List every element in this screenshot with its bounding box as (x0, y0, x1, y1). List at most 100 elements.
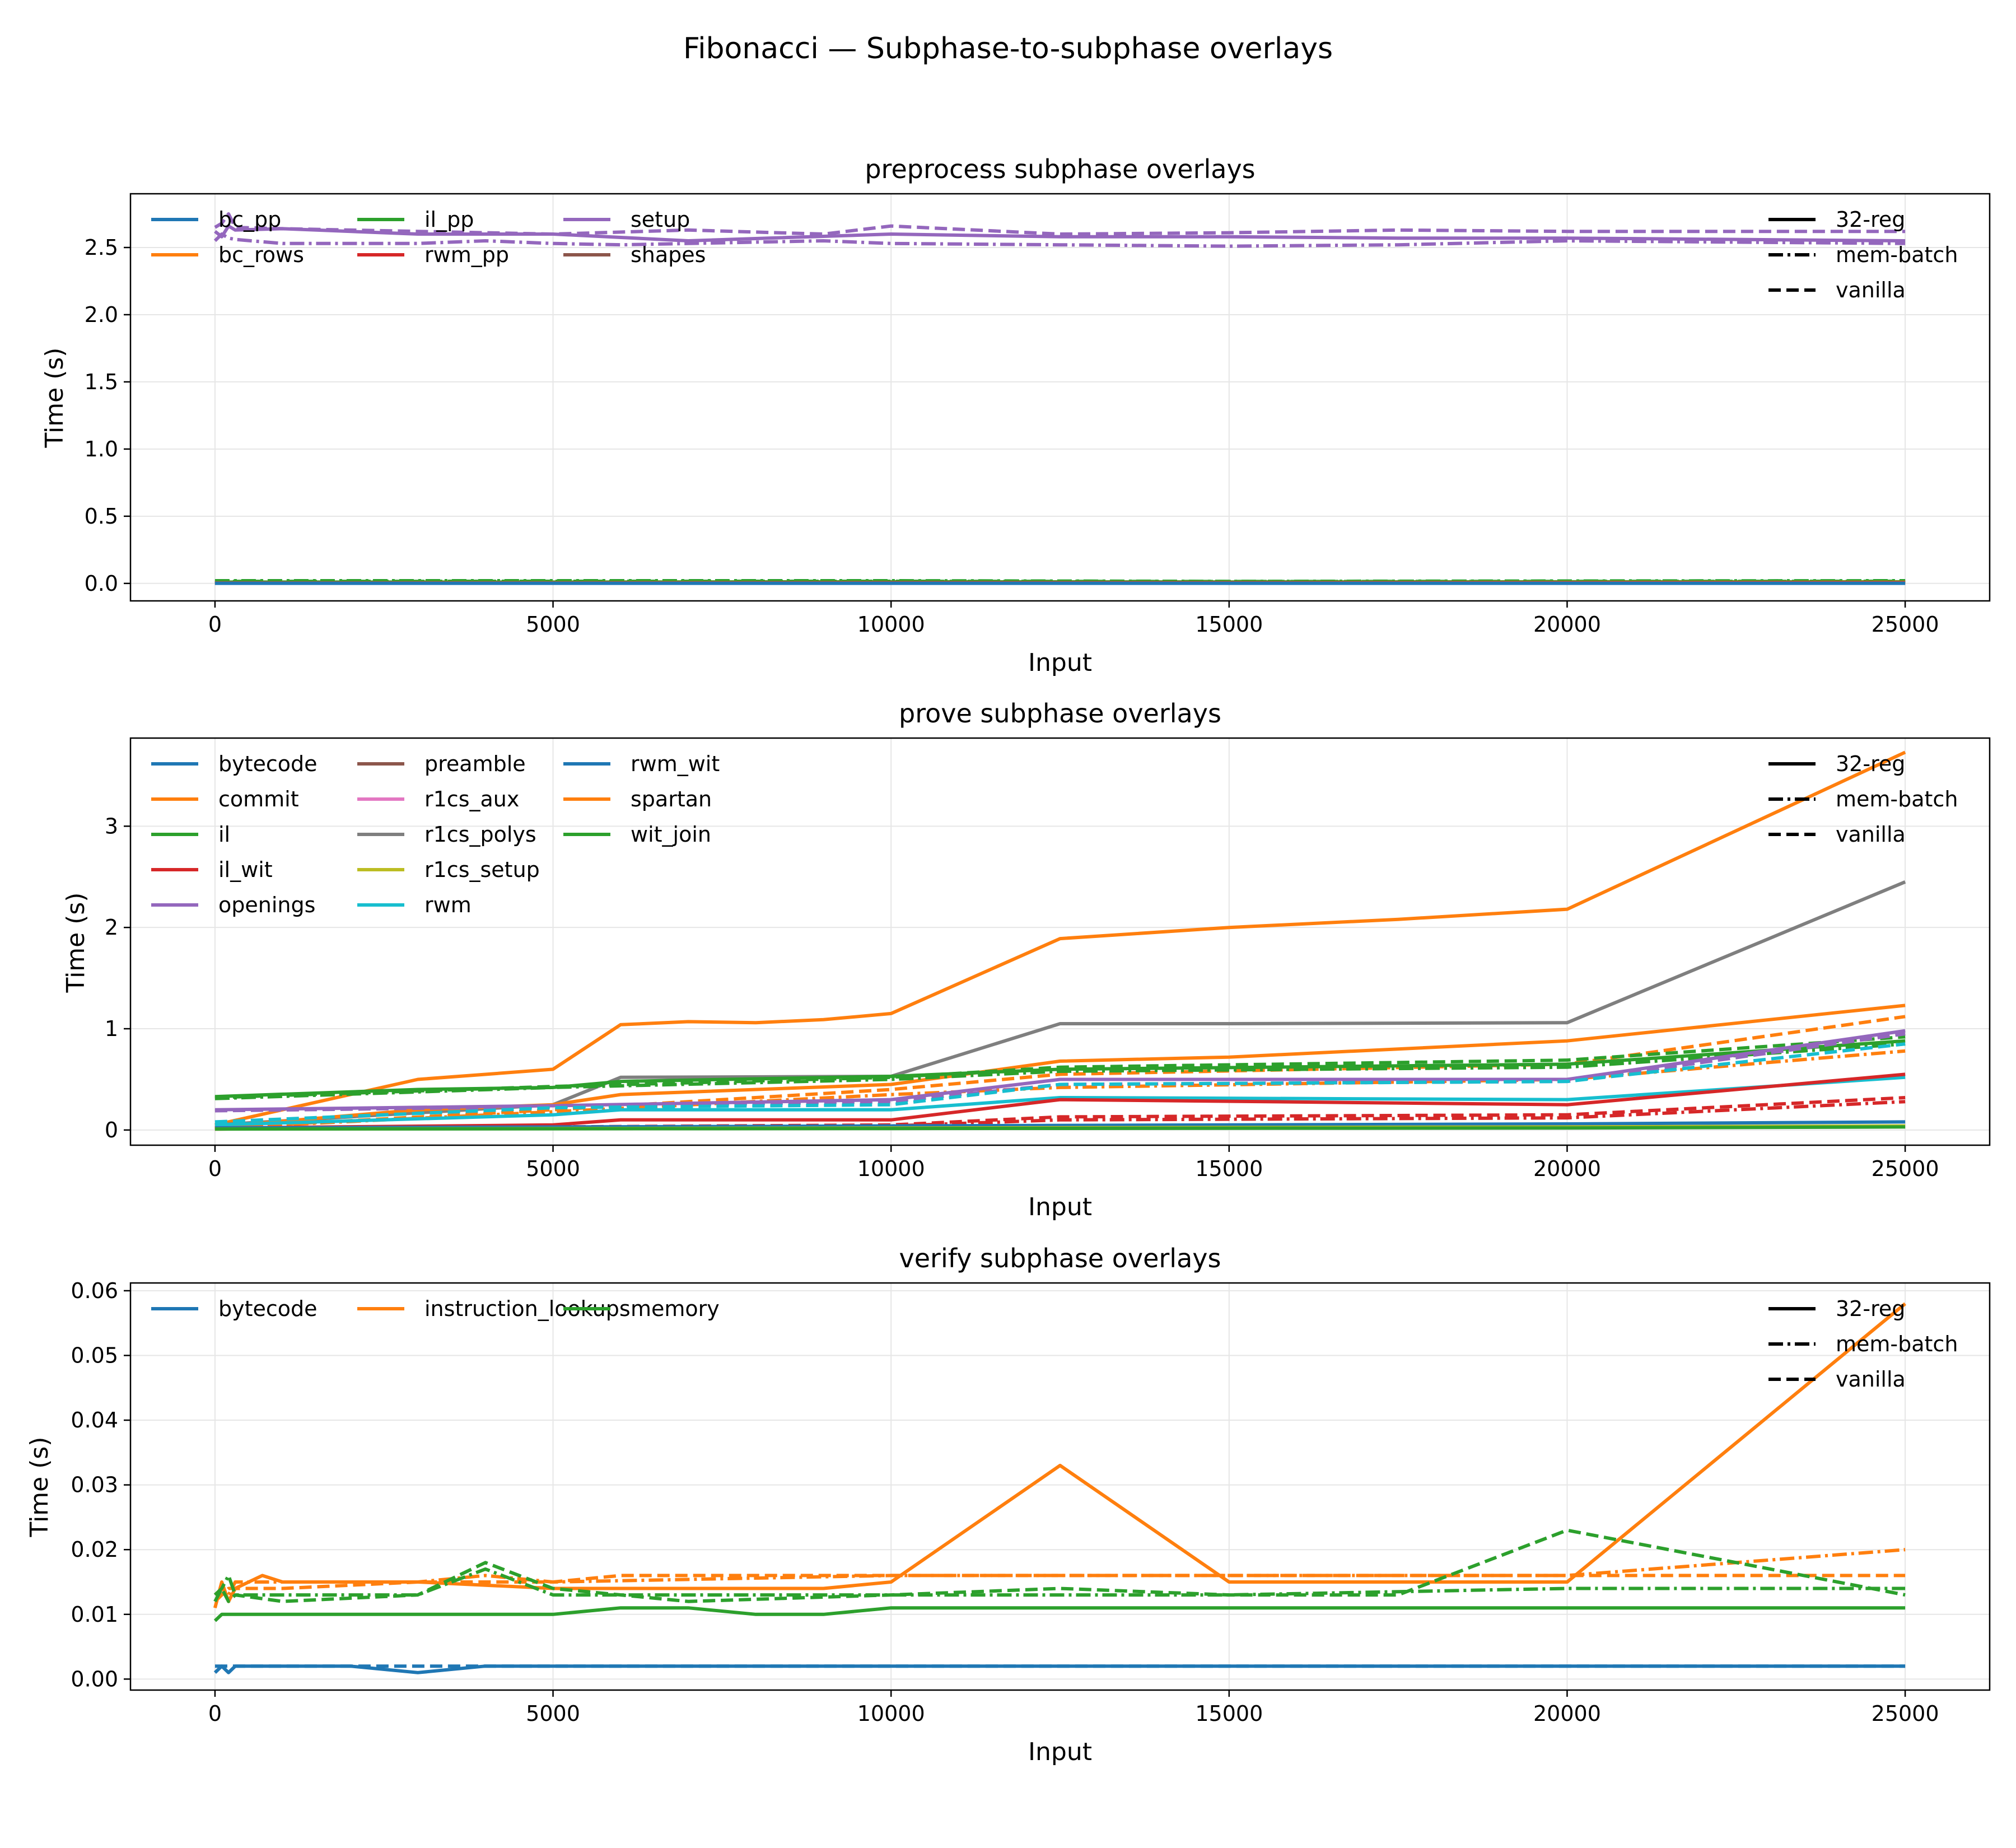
verify-series-memory-mem-batch (213, 1567, 1906, 1597)
prove-x-axis-label: Input (1028, 1193, 1092, 1221)
verify-x-tick-label: 5000 (526, 1701, 580, 1726)
verify-series-group (213, 1302, 1907, 1674)
figure-title: Fibonacci — Subphase-to-subphase overlay… (683, 32, 1333, 66)
verify-axes-frame (129, 1282, 1991, 1691)
verify-y-axis-label: Time (s) (25, 1437, 54, 1538)
prove-legend-label-il-wit: il_wit (218, 857, 273, 882)
prove-legend-label-r1cs-polys: r1cs_polys (424, 822, 536, 847)
preprocess-legend-label-rwm-pp: rwm_pp (424, 242, 509, 267)
prove-series-il-wit-32-reg (214, 1072, 1906, 1130)
prove-series-group (214, 750, 1906, 1131)
prove-series-il-mem-batch (214, 1042, 1906, 1100)
verify-x-tick-label: 20000 (1533, 1701, 1601, 1726)
prove-legend-label-commit: commit (218, 787, 299, 811)
preprocess-variant-legend: 32-reg mem-batch vanilla (1768, 207, 1958, 302)
prove-panel: prove subphase overlays Input Time (s) 0… (62, 698, 1991, 1221)
verify-y-tick-label: 0.06 (71, 1278, 118, 1303)
prove-legend-label-preamble: preamble (424, 752, 526, 776)
verify-variant-label-mem-batch: mem-batch (1836, 1332, 1958, 1356)
verify-y-tick-label: 0.05 (71, 1343, 118, 1368)
prove-series-spartan-32-reg (214, 750, 1906, 1127)
verify-y-tick-label: 0.02 (71, 1537, 118, 1562)
prove-y-tick-label: 0 (105, 1118, 118, 1142)
verify-panel-title: verify subphase overlays (899, 1243, 1221, 1273)
prove-y-tick-label: 1 (105, 1016, 118, 1041)
prove-series-commit-vanilla (214, 1015, 1906, 1130)
preprocess-x-tick-label: 10000 (857, 612, 925, 637)
prove-series-il-wit-mem-batch (214, 1100, 1906, 1131)
preprocess-legend-label-shapes: shapes (631, 242, 706, 267)
preprocess-y-tick-label: 2.5 (85, 235, 118, 260)
prove-legend-label-il: il (218, 822, 230, 847)
preprocess-y-tick-label: 1.0 (85, 437, 118, 461)
preprocess-legend-label-bc-pp: bc_pp (218, 207, 281, 232)
preprocess-x-tick-label: 0 (208, 612, 222, 637)
prove-x-tick-label: 15000 (1195, 1156, 1263, 1181)
prove-x-tick-label: 0 (208, 1156, 222, 1181)
prove-variant-legend: 32-reg mem-batch vanilla (1768, 752, 1958, 847)
verify-variant-label-vanilla: vanilla (1836, 1367, 1906, 1392)
prove-x-tick-label: 25000 (1872, 1156, 1939, 1181)
prove-axes-frame (129, 737, 1991, 1146)
verify-panel: verify subphase overlays Input Time (s) … (25, 1243, 1991, 1766)
prove-panel-title: prove subphase overlays (899, 698, 1221, 729)
prove-variant-label-vanilla: vanilla (1836, 822, 1906, 847)
prove-series-rwm-vanilla (214, 1042, 1906, 1124)
prove-legend-label-wit-join: wit_join (631, 822, 711, 847)
prove-series-il-vanilla (214, 1035, 1906, 1099)
verify-y-tick-label: 0.01 (71, 1602, 118, 1627)
preprocess-y-tick-label: 0.5 (85, 504, 118, 529)
verify-x-tick-label: 0 (208, 1701, 222, 1726)
preprocess-variant-label-mem-batch: mem-batch (1836, 242, 1958, 267)
prove-legend-label-r1cs-setup: r1cs_setup (424, 857, 540, 882)
prove-subphase-legend: bytecode commit il il_wit openings preamble r1… (151, 752, 720, 917)
preprocess-y-tick-label: 1.5 (85, 370, 118, 394)
prove-legend-label-bytecode: bytecode (218, 752, 318, 776)
preprocess-x-axis-label: Input (1028, 648, 1092, 677)
prove-variant-label-mem-batch: mem-batch (1836, 787, 1958, 811)
verify-variant-label-32-reg: 32-reg (1836, 1296, 1905, 1321)
preprocess-series-group (213, 212, 1906, 585)
verify-x-tick-label: 10000 (857, 1701, 925, 1726)
verify-x-tick-label: 15000 (1195, 1701, 1263, 1726)
prove-legend-label-spartan: spartan (631, 787, 712, 811)
prove-series-il-wit-vanilla (214, 1096, 1906, 1131)
prove-series-openings-32-reg (214, 1029, 1906, 1112)
preprocess-subphase-legend: bc_pp bc_rows il_pp rwm_pp setup shapes (151, 207, 706, 267)
preprocess-y-tick-label: 2.0 (85, 302, 118, 327)
preprocess-x-tick-label: 25000 (1872, 612, 1939, 637)
prove-y-tick-label: 2 (105, 915, 118, 940)
verify-series-memory-vanilla (213, 1528, 1906, 1603)
prove-legend-label-openings: openings (218, 893, 315, 917)
preprocess-legend-label-bc-rows: bc_rows (218, 242, 304, 267)
prove-series-wit-join-32-reg (214, 1125, 1906, 1131)
verify-x-tick-label: 25000 (1872, 1701, 1939, 1726)
verify-y-tick-label: 0.00 (71, 1667, 118, 1691)
verify-series-instruction-lookups-vanilla (213, 1574, 1906, 1603)
prove-series-r1cs-polys-32-reg (214, 880, 1906, 1127)
preprocess-y-tick-label: 0.0 (85, 571, 118, 596)
preprocess-panel-title: preprocess subphase overlays (865, 154, 1255, 184)
prove-legend-label-r1cs-aux: r1cs_aux (424, 787, 519, 811)
preprocess-x-tick-label: 20000 (1533, 612, 1601, 637)
preprocess-variant-label-vanilla: vanilla (1836, 278, 1906, 302)
prove-y-tick-label: 3 (105, 814, 118, 838)
verify-series-instruction-lookups-32-reg (213, 1302, 1907, 1608)
verify-variant-legend: 32-reg mem-batch vanilla (1768, 1296, 1958, 1392)
verify-subphase-legend: bytecode instruction_lookups memory (151, 1296, 720, 1321)
preprocess-series-setup-mem-batch (213, 232, 1906, 248)
preprocess-series-setup-vanilla (214, 212, 1906, 236)
preprocess-legend-label-il-pp: il_pp (424, 207, 474, 232)
prove-x-tick-label: 10000 (857, 1156, 925, 1181)
preprocess-x-tick-label: 5000 (526, 612, 580, 637)
preprocess-variant-label-32-reg: 32-reg (1836, 207, 1905, 232)
prove-legend-label-rwm: rwm (424, 893, 472, 917)
preprocess-y-axis-label: Time (s) (40, 348, 69, 449)
prove-y-axis-label: Time (s) (62, 893, 90, 993)
verify-legend-label-memory: memory (631, 1296, 720, 1321)
verify-y-tick-label: 0.03 (71, 1473, 118, 1497)
preprocess-series-setup-32-reg (214, 224, 1906, 242)
verify-series-memory-32-reg (213, 1606, 1906, 1622)
